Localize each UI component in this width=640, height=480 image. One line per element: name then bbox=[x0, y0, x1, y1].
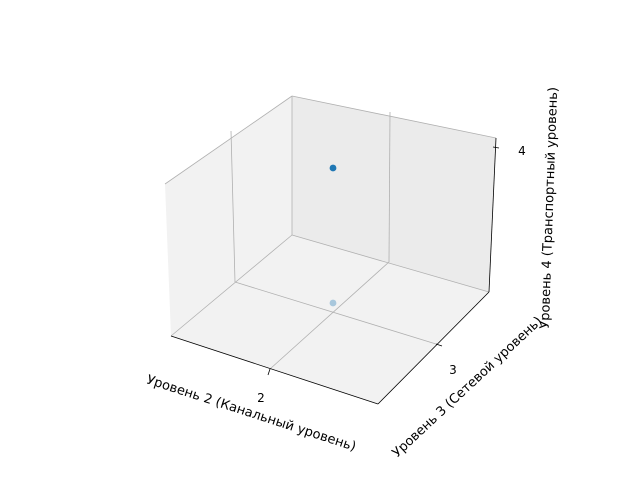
z-axis-label: Уровень 4 (Транспортный уровень) bbox=[538, 87, 561, 329]
grid-z-left bbox=[164, 95, 293, 185]
pane-left-wall bbox=[165, 96, 292, 336]
y-tick-label: 3 bbox=[449, 363, 457, 377]
grid-x-floor bbox=[269, 261, 390, 370]
grid-x-wall bbox=[388, 111, 391, 263]
y-axis-line bbox=[377, 291, 490, 405]
grid-y-floor bbox=[234, 281, 437, 345]
pane-back-wall bbox=[292, 96, 496, 292]
y-tick-mark bbox=[435, 343, 443, 347]
z-tick-mark bbox=[492, 146, 500, 149]
axis-lines bbox=[170, 137, 497, 405]
data-point bbox=[329, 164, 337, 172]
x-axis-line bbox=[170, 335, 379, 405]
grid-y-wall bbox=[230, 130, 236, 283]
gridlines bbox=[164, 95, 497, 370]
grid-z-back bbox=[291, 95, 497, 139]
data-points bbox=[329, 164, 337, 307]
z-axis-line bbox=[488, 137, 497, 293]
edge-floor-left bbox=[170, 234, 293, 337]
x-tick-mark bbox=[267, 368, 271, 376]
data-point-projection bbox=[329, 299, 337, 307]
z-tick-label: 4 bbox=[518, 144, 526, 158]
edge-floor-back bbox=[291, 234, 490, 293]
pane-edges bbox=[170, 96, 490, 337]
x-tick-label: 2 bbox=[257, 391, 265, 405]
